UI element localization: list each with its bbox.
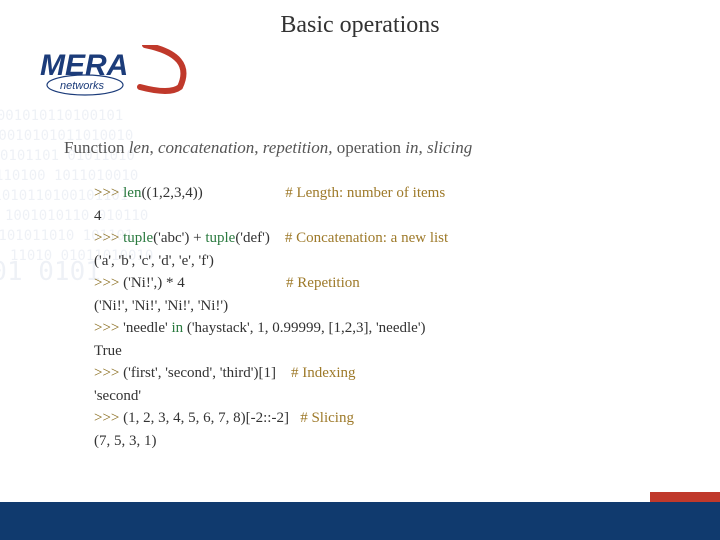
repl-prompt: >>> [94,320,123,336]
repl-prompt: >>> [94,185,123,201]
footer-accent-bar [650,492,720,502]
slide-title: Basic operations [0,12,720,39]
output-line: True [94,343,122,359]
repl-prompt: >>> [94,365,123,381]
footer-bar [0,502,720,540]
comment-length: # Length: number of items [285,185,445,201]
fn-tuple: tuple [123,230,153,246]
output-line: (7, 5, 3, 1) [94,433,157,449]
output-line: 'second' [94,388,141,404]
output-line: 4 [94,208,102,224]
logo-sub-text: networks [60,80,105,92]
logo-main-text: MERA [40,49,128,82]
svg-text:01001010110100101: 01001010110100101 [0,108,123,124]
comment-concat: # Concatenation: a new list [285,230,448,246]
fn-tuple: tuple [205,230,235,246]
repl-prompt: >>> [94,410,123,426]
output-line: ('a', 'b', 'c', 'd', 'e', 'f') [94,253,214,269]
logo-swoosh-icon [140,45,183,91]
repl-prompt: >>> [94,230,123,246]
fn-len: len [123,185,141,201]
comment-repetition: # Repetition [286,275,360,291]
slide-content: Function len, concatenation, repetition,… [64,138,680,452]
repl-prompt: >>> [94,275,123,291]
comment-indexing: # Indexing [291,365,356,381]
code-block: >>> len((1,2,3,4)) # Length: number of i… [94,182,680,452]
subtitle: Function len, concatenation, repetition,… [64,138,680,158]
output-line: ('Ni!', 'Ni!', 'Ni!', 'Ni!') [94,298,228,314]
mera-logo: MERA networks [40,45,200,100]
comment-slicing: # Slicing [300,410,354,426]
kw-in: in [171,320,183,336]
